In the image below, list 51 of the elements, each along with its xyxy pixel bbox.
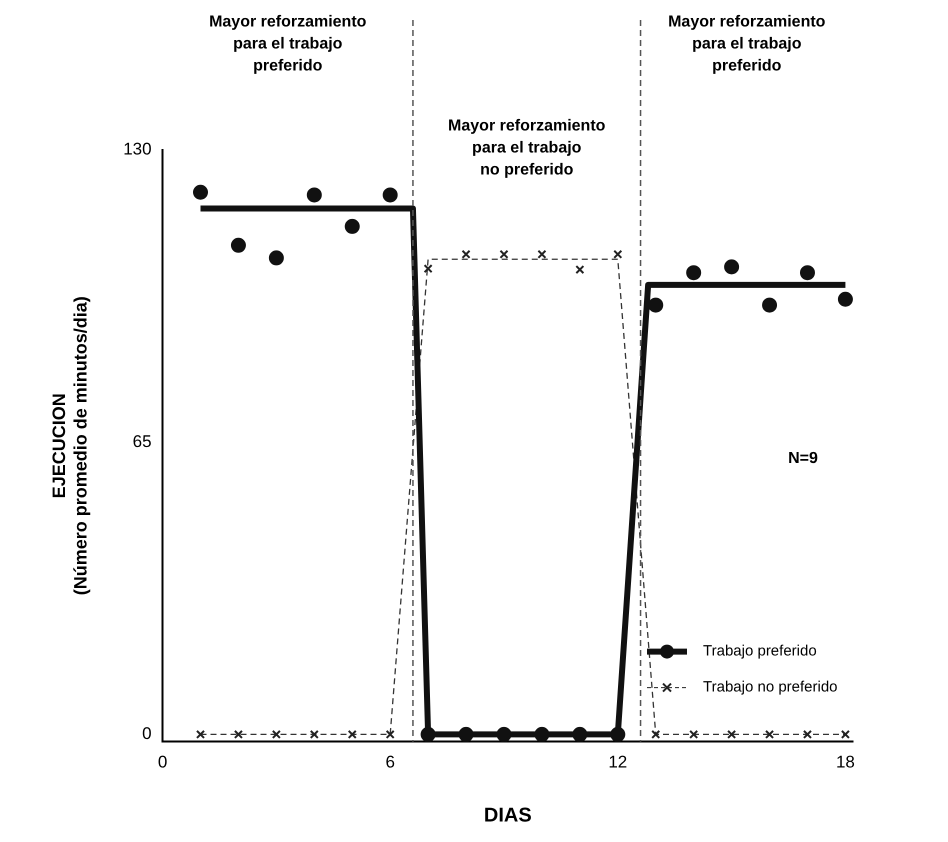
point [268,250,284,266]
point [648,298,664,313]
point [610,726,626,742]
point [840,730,850,739]
point [651,730,660,739]
annotation: N=9 [788,450,818,468]
point [234,730,243,739]
y-tick-label: 0 [142,724,152,744]
point [382,187,398,202]
point [272,730,281,739]
point [689,730,698,739]
point [534,726,550,742]
y-tick-label: 65 [132,432,152,451]
point [575,265,584,274]
x-tick-label: 0 [158,752,168,772]
x-axis-title: DIAS [484,804,532,827]
point [613,250,622,259]
point [348,730,357,739]
point [458,726,474,742]
y-tick-label: 130 [123,140,152,159]
point [310,730,319,739]
x-tick-label: 6 [385,752,395,772]
point [838,292,853,307]
point [572,726,588,742]
point [230,238,246,253]
text: Mayor reforzamiento para el trabajo preferido [668,13,826,74]
point [462,250,471,259]
point [800,265,815,280]
annotation: Mayor reforzamiento para el trabajo no preferido [448,117,606,178]
point [686,265,702,280]
point [306,187,322,202]
point [762,298,778,313]
point [196,730,206,739]
x-tick-label: 12 [608,752,628,772]
point [386,730,395,739]
legend-label: Trabajo no preferido [703,678,838,696]
point [496,726,512,742]
point [499,250,509,259]
text: Mayor reforzamiento para el trabajo preferido [209,13,367,74]
y-axis-title: EJECUCION (Número promedio de minutos/dia) [48,296,90,596]
point [344,218,360,234]
point [537,250,546,259]
point [420,726,436,742]
point [724,259,740,274]
x-tick-label: 18 [836,752,855,772]
point [424,264,433,274]
point [765,730,774,739]
point [802,730,812,739]
legend-label: Trabajo preferido [703,642,817,660]
point [193,184,208,200]
point [727,730,736,739]
